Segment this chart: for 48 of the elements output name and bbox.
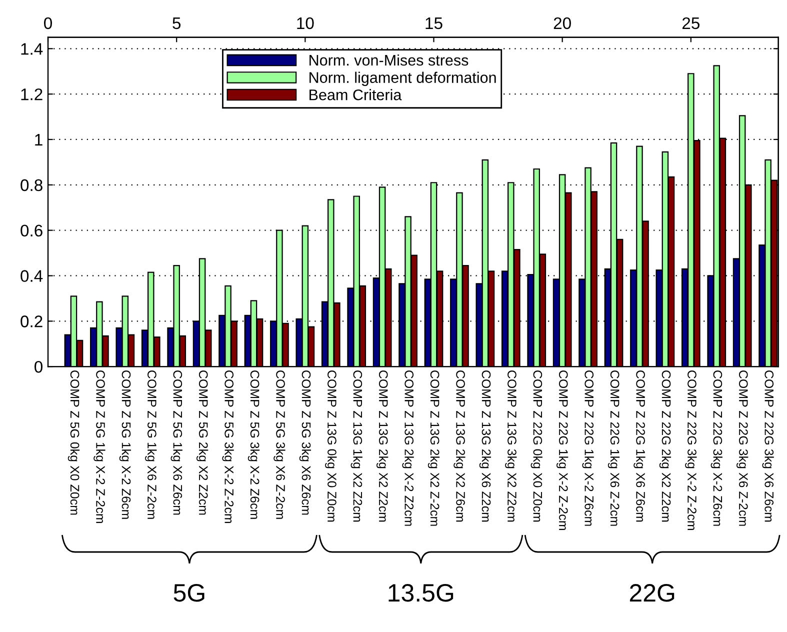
x-tick-label: COMP Z 13G 0kg X0 Z0cm: [325, 370, 337, 522]
x-tick-label: COMP Z 22G 1kg X6 Z6cm: [634, 370, 646, 522]
x-tick-label: COMP Z 5G 1kg X6 Z-2cm: [145, 370, 157, 519]
x-tick-label: COMP Z 13G 2kg X-2 Z2cm: [402, 370, 414, 526]
x-tick-label: COMP Z 22G 3kg X6 Z6cm: [762, 370, 774, 522]
y-tick-label: 0: [34, 360, 42, 373]
x-tick-label: COMP Z 5G 3kg X6 Z6cm: [299, 370, 311, 515]
x-tick-label: COMP Z 5G 0kg X0 Z0cm: [68, 370, 80, 515]
x-tick-label: COMP Z 13G 2kg X2 Z2cm: [376, 370, 388, 522]
x-tick-label: COMP Z 5G 1kg X6 Z6cm: [170, 370, 182, 515]
legend-label: Beam Criteria: [310, 89, 402, 100]
y-tick-label: 1.4: [21, 43, 43, 55]
x-tick-label: COMP Z 22G 0kg X0 Z0cm: [530, 370, 542, 522]
y-tick-label: 0.2: [20, 316, 42, 328]
x-tick-label: COMP Z 13G 2kg X6 Z2cm: [479, 370, 492, 522]
x-tick-label: COMP Z 13G 3kg X2 Z2cm: [505, 370, 517, 522]
x-tick-label: COMP Z 22G 1kg X6 Z-2cm: [608, 370, 620, 526]
x-tick-label: COMP Z 13G 2kg X2 Z6cm: [454, 370, 466, 522]
x-tick-label: COMP Z 22G 3kg X-2 Z-2cm: [685, 370, 697, 530]
x-tick-label: COMP Z 22G 3kg X-2 Z6cm: [710, 370, 722, 526]
x-tick-label: COMP Z 22G 2kg X2 Z2cm: [659, 370, 672, 522]
x2-tick-label: 0: [44, 17, 52, 30]
y-tick-label: 0.6: [20, 224, 42, 237]
legend-label: Norm. ligament deformation: [310, 72, 496, 86]
x-tick-label: COMP Z 5G 3kg X6 Z-2cm: [274, 370, 286, 519]
x-tick-label: COMP Z 13G 2kg X2 Z-2cm: [428, 370, 440, 526]
x2-tick-label: 10: [297, 17, 314, 30]
x-tick-label: COMP Z 22G 3kg X6 Z-2cm: [736, 370, 748, 526]
x-tick-label: COMP Z 5G 3kg X-2 Z-2cm: [222, 370, 234, 523]
text: 5G: [174, 584, 204, 602]
x2-tick-label: 20: [554, 17, 571, 30]
x-tick-label: COMP Z 22G 1kg X-2 Z-2cm: [556, 370, 568, 530]
text: 13.5G: [388, 584, 454, 602]
x2-tick-label: 15: [426, 18, 442, 30]
text: 22G: [630, 584, 674, 602]
y-tick-label: 0.8: [20, 179, 42, 192]
legend-label: Norm. von-Mises stress: [310, 54, 468, 66]
y-tick-label: 1: [35, 134, 42, 146]
x-tick-label: COMP Z 5G 2kg X2 Z2cm: [196, 370, 208, 515]
y-tick-label: 0.4: [20, 270, 43, 282]
x2-tick-label: 25: [682, 17, 700, 30]
x-tick-label: COMP Z 5G 3kg X-2 Z6cm: [248, 370, 260, 519]
x-tick-label: COMP Z 5G 1kg X-2 Z6cm: [119, 370, 131, 519]
y-tick-label: 1.2: [21, 88, 42, 100]
x2-tick-label: 5: [172, 18, 181, 30]
x-tick-label: COMP Z 5G 1kg X-2 Z-2cm: [94, 370, 106, 523]
x-tick-label: COMP Z 13G 1kg X2 Z2cm: [350, 370, 362, 522]
x-tick-label: COMP Z 22G 1kg X-2 Z6cm: [582, 370, 594, 526]
